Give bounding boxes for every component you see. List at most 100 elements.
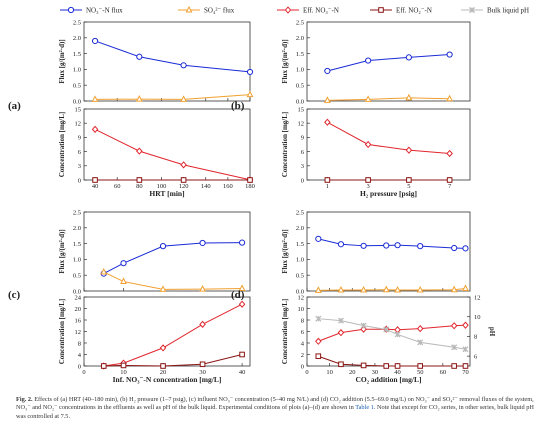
x-axis-label-1: H₂ pressure [psig] [360, 189, 417, 198]
point-2-flux-no3_flux-1 [120, 260, 127, 267]
x-tick-label-3-3: 30 [372, 369, 379, 376]
series-line-1-flux-so4_flux [327, 97, 450, 101]
point-3-flux-no3_flux-0 [315, 235, 322, 242]
y-axis-label-3-flux: Flux [g/(m²·d)] [281, 229, 289, 273]
point-3-conc-eff_no3-1 [337, 329, 345, 337]
x-tick-label-3-2: 20 [349, 369, 356, 376]
point-2-flux-so4_flux-4 [238, 284, 246, 291]
x-tick-label-3-1: 10 [326, 369, 333, 376]
point-1-conc-eff_no2-1 [365, 177, 371, 183]
y-tick-label-1-conc-2: 6 [301, 149, 305, 156]
y-tick-label-2-conc-5: 20 [75, 306, 82, 313]
x-tick-label-2-3: 30 [199, 369, 206, 376]
panel-2: 0.0 0.5 1.0 1.5 2.0 2.5 Flux [g/(m²·d)] 0 4 8 12 16… [8, 209, 251, 384]
point-1-conc-eff_no3-3 [446, 149, 453, 158]
point-3-conc-eff_no2-6 [451, 363, 457, 369]
point-1-conc-eff_no2-2 [406, 177, 412, 183]
point-0-flux-so4_flux-1 [135, 95, 143, 102]
y-tick-label-0-flux-2: 1.0 [73, 67, 81, 74]
y-tick-label-2-flux-5: 2.5 [73, 209, 81, 216]
point-2-conc-eff_no2-1 [120, 362, 127, 369]
x-tick-label-0-5: 140 [201, 183, 211, 190]
x-tick-label-3-0: 0 [305, 369, 308, 376]
legend-marker-1 [185, 5, 193, 13]
y-tick-label-1-flux-5: 2.5 [296, 19, 304, 26]
y-tick-label-2-flux-1: 0.5 [73, 273, 81, 280]
x-tick-label-0-2: 80 [136, 183, 143, 190]
legend-item-0: NO₃⁻-N flux [60, 7, 123, 15]
y-axis-label-2-flux: Flux [g/(m²·d)] [58, 229, 66, 273]
point-2-conc-eff_no3-3 [199, 320, 206, 328]
point-3-flux-no3_flux-2 [360, 242, 367, 249]
point-1-flux-no3_flux-3 [446, 51, 453, 58]
x-tick-label-0-6: 160 [223, 183, 233, 190]
series-line-2-conc-eff_no3 [103, 303, 243, 367]
point-0-conc-eff_no2-3 [247, 177, 253, 183]
y-tick-label-0-flux-3: 1.5 [73, 51, 81, 58]
y-tick-label-2-conc-0: 0 [78, 363, 81, 370]
point-3-flux-no3_flux-4 [394, 242, 401, 249]
point-1-conc-eff_no3-2 [405, 146, 413, 154]
point-0-flux-so4_flux-2 [180, 95, 188, 102]
point-3-flux-no3_flux-7 [462, 245, 469, 252]
y-tick-label-2-flux-4: 2.0 [73, 225, 81, 232]
y2-tick-label-3-0: 6 [474, 353, 478, 360]
legend-label-2: Eff. NO₃⁻-N [303, 7, 339, 15]
x-tick-label-0-3: 100 [157, 183, 167, 190]
y-tick-label-0-conc-5: 15 [75, 106, 82, 113]
point-3-conc-eff_no3-0 [315, 337, 322, 345]
panel-1: 0.0 0.5 1.0 1.5 2.0 2.5 Flux [g/(m²·d)] 0 3 6 9 12 1… [231, 19, 471, 198]
point-2-flux-no3_flux-4 [238, 239, 246, 246]
point-3-flux-so4_flux-7 [462, 284, 469, 291]
y-tick-label-3-conc-3: 6 [301, 329, 305, 336]
point-3-flux-no3_flux-1 [337, 241, 345, 248]
y-tick-label-0-flux-4: 2.0 [73, 35, 81, 42]
y-tick-label-0-conc-4: 12 [75, 121, 82, 128]
y-tick-label-0-conc-2: 6 [78, 149, 82, 156]
x-tick-label-0-7: 180 [245, 183, 255, 190]
point-3-conc-ph-1 [337, 317, 344, 324]
x-tick-label-0-0: 40 [92, 183, 99, 190]
y-tick-label-1-flux-3: 1.5 [296, 51, 304, 58]
y-tick-label-1-conc-1: 3 [301, 163, 304, 170]
series-line-3-flux-no3_flux [318, 238, 466, 249]
point-2-conc-eff_no2-4 [239, 351, 245, 358]
point-3-conc-ph-7 [462, 346, 469, 353]
x-tick-label-2-2: 20 [160, 369, 167, 376]
x-axis-label-3: CO₂ addition [mg/L] [355, 375, 421, 384]
point-1-conc-eff_no3-0 [324, 118, 331, 126]
x-tick-label-0-4: 120 [179, 183, 189, 190]
series-line-2-flux-no3_flux [103, 242, 243, 275]
y-axis-label-3-conc: Concentration [mg/L] [281, 299, 289, 365]
point-2-conc-eff_no2-0 [100, 363, 107, 369]
plot-frame-3-flux [306, 211, 471, 292]
y2-tick-label-3-1: 8 [474, 334, 477, 341]
caption-text: Effects of (a) HRT (40–180 min), (b) H₂ … [16, 396, 534, 412]
point-2-flux-no3_flux-2 [159, 243, 167, 250]
y-tick-label-0-flux-5: 2.5 [73, 19, 81, 26]
y-axis-label-2-conc: Concentration [mg/L] [58, 299, 66, 365]
point-2-conc-eff_no2-3 [199, 361, 206, 368]
plot-frame-0-flux [83, 21, 251, 102]
point-2-conc-eff_no3-2 [159, 344, 167, 352]
point-2-conc-eff_no2-2 [160, 363, 166, 369]
y-tick-label-2-conc-4: 16 [75, 317, 82, 324]
y-tick-label-2-conc-2: 8 [78, 340, 81, 347]
caption-table-link[interactable]: Table 1 [355, 404, 374, 412]
point-0-flux-no3_flux-1 [136, 53, 143, 60]
point-3-flux-so4_flux-1 [337, 285, 345, 293]
y-tick-label-3-conc-1: 2 [301, 352, 304, 359]
y-tick-label-3-flux-0: 0.0 [296, 288, 304, 295]
y-tick-label-3-conc-2: 4 [301, 340, 305, 347]
x-tick-label-2-1: 10 [120, 369, 127, 376]
y2-axis-label-3: pH [488, 327, 496, 337]
point-1-flux-no3_flux-0 [324, 67, 331, 75]
legend-marker-3 [378, 7, 384, 13]
series-line-3-conc-eff_no2 [318, 355, 466, 367]
legend-item-2: Eff. NO₃⁻-N [277, 6, 339, 15]
y-axis-label-1-conc: Concentration [mg/L] [281, 112, 289, 178]
y-tick-label-3-conc-4: 8 [301, 317, 304, 324]
series-line-1-flux-no3_flux [327, 54, 450, 72]
y-tick-label-3-flux-5: 2.5 [296, 209, 304, 216]
series-line-0-flux-no3_flux [94, 40, 251, 73]
